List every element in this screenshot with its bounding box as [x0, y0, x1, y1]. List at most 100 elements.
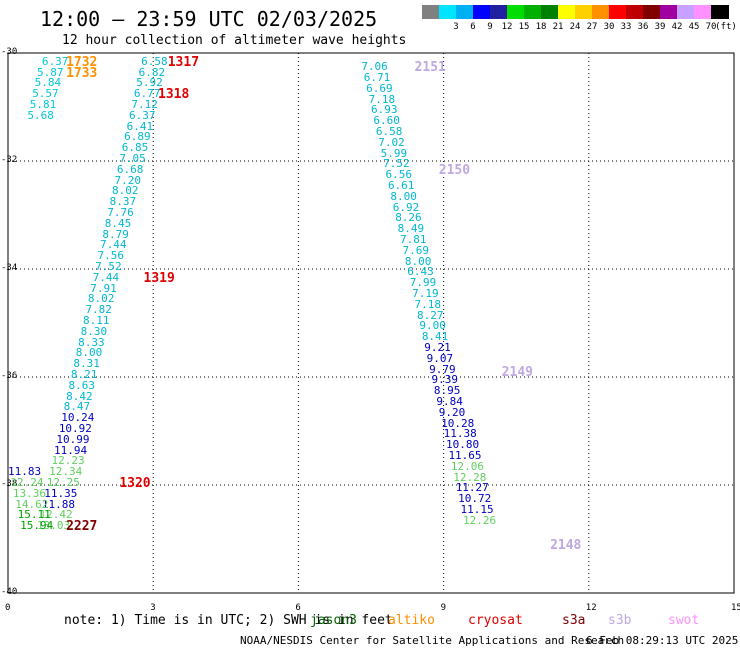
wave-height-label: 8.47 [63, 400, 91, 414]
pass-time-label: 2227 [66, 519, 98, 535]
wave-height-label: 5.99 [380, 146, 408, 160]
wave-height-label: 5.84 [34, 76, 62, 90]
wave-height-label: 9.84 [436, 394, 463, 408]
wave-height-label: 12.25 [46, 475, 80, 489]
wave-height-label: 11.35 [44, 486, 78, 500]
wave-height-label: 7.52 [95, 259, 122, 273]
map-subtitle: 12 hour collection of altimeter wave hei… [62, 33, 407, 48]
wave-height-label: 8.00 [390, 189, 417, 203]
wave-height-label: 11.27 [455, 481, 489, 495]
x-tick-label: 0 [5, 603, 11, 613]
y-tick-label: -36 [1, 371, 18, 381]
pass-time-label: 2149 [501, 365, 533, 381]
footer-timestamp: 6 Feb 08:29:13 UTC 2025 [586, 634, 739, 647]
wave-height-label: 7.76 [107, 205, 134, 219]
x-tick-label: 3 [150, 603, 156, 613]
wave-height-label: 13.36 [12, 486, 46, 500]
scale-label: 24 [569, 22, 581, 32]
scale-label: 45 [688, 22, 700, 32]
wave-height-label: 12.06 [450, 459, 484, 473]
legend-cryosat: cryosat [468, 613, 523, 628]
wave-height-label: 12.34 [49, 465, 83, 479]
pass-time-label: 2148 [550, 538, 582, 553]
scale-swatch [643, 5, 661, 19]
wave-height-label: 7.99 [409, 276, 437, 290]
wave-height-label: 6.69 [366, 81, 393, 95]
pass-time-label: 2151 [414, 60, 446, 76]
scale-label: 27 [586, 22, 598, 32]
wave-height-label: 6.82 [138, 65, 166, 79]
scale-swatch [609, 5, 627, 19]
scale-label: 6 [470, 22, 476, 32]
wave-height-label: 12.26 [462, 513, 497, 527]
y-tick-label: -38 [1, 479, 18, 489]
scale-unit: (ft) [715, 22, 737, 32]
pass-time-label: 1732 [66, 54, 98, 70]
wave-height-label: 6.60 [373, 114, 400, 128]
wave-height-label: 8.41 [421, 330, 449, 344]
scale-label: 18 [535, 22, 547, 32]
wave-height-label: 11.65 [448, 448, 482, 462]
wave-height-label: 7.56 [97, 249, 125, 263]
legend-altiko: altiko [388, 613, 435, 628]
wave-height-label: 6.43 [407, 265, 434, 279]
x-tick-label: 12 [585, 603, 597, 613]
plot-border [7, 52, 735, 594]
wave-height-label: 10.28 [441, 416, 475, 430]
wave-height-label: 9.79 [429, 362, 456, 376]
legend-jason3: jason3 [310, 613, 357, 628]
wave-height-label: 5.92 [136, 76, 163, 90]
y-tick-label: -34 [1, 263, 18, 273]
wave-height-label: 6.41 [126, 119, 154, 133]
x-tick-label: 6 [295, 603, 301, 613]
wave-height-label: 11.94 [53, 443, 88, 457]
scale-swatch [711, 5, 729, 19]
legend-s3b: s3b [608, 613, 632, 628]
wave-height-label: 8.42 [66, 389, 93, 403]
wave-height-label: 6.89 [124, 130, 151, 144]
wave-height-label: 7.18 [414, 297, 442, 311]
scale-swatch [575, 5, 593, 19]
wave-height-label: 12.42 [39, 508, 73, 522]
note-text: note: 1) Time is in UTC; 2) SWH is in fe… [64, 613, 393, 628]
wave-height-label: 9.00 [419, 319, 446, 333]
scale-label: 12 [501, 22, 513, 32]
wave-height-label: 9.20 [438, 405, 466, 419]
wave-height-label: 7.05 [119, 151, 146, 165]
wave-height-label: 11.38 [443, 427, 477, 441]
scale-label: 70 [705, 22, 717, 32]
wave-height-label: 8.37 [109, 195, 137, 209]
pass-time-label: 1318 [158, 87, 190, 103]
pass-time-label: 1320 [119, 475, 151, 491]
wave-height-label: 7.06 [361, 60, 388, 74]
wave-height-label: 6.92 [392, 200, 420, 214]
scale-swatch [677, 5, 695, 19]
wave-height-label: 5.57 [32, 87, 59, 101]
scale-label: 42 [671, 22, 683, 32]
wave-height-label: 8.79 [102, 227, 129, 241]
scale-label: 21 [552, 22, 564, 32]
wave-height-label: 8.02 [87, 292, 115, 306]
scale-swatch [558, 5, 576, 19]
footer-source: NOAA/NESDIS Center for Satellite Applica… [240, 634, 625, 647]
scale-swatch [439, 5, 457, 19]
scale-swatch [456, 5, 474, 19]
scale-swatch [541, 5, 559, 19]
scale-label: 33 [620, 22, 632, 32]
scale-swatch [660, 5, 678, 19]
wave-height-label: 6.77 [133, 87, 161, 101]
y-tick-label: -32 [1, 155, 18, 165]
pass-time-label: 2150 [438, 162, 471, 178]
wave-height-label: 8.00 [75, 346, 103, 360]
scale-swatch [694, 5, 712, 19]
wave-height-label: 7.81 [400, 232, 427, 246]
wave-height-label: 10.24 [61, 411, 95, 425]
scale-label: 36 [637, 22, 649, 32]
map-title: 12:00 — 23:59 UTC 02/03/2025 [40, 7, 378, 31]
wave-height-label: 11.83 [8, 465, 42, 479]
wave-height-label: 14.62 [15, 497, 49, 511]
pass-time-label: 1733 [66, 65, 98, 81]
wave-height-label: 7.02 [378, 135, 405, 149]
scale-swatch [507, 5, 525, 19]
wave-height-label: 6.93 [371, 103, 398, 117]
